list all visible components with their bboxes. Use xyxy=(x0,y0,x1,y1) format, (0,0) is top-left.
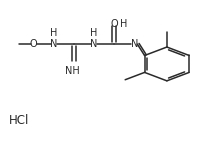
Text: H: H xyxy=(50,28,57,38)
Text: H: H xyxy=(120,19,127,29)
Text: N: N xyxy=(90,39,98,49)
Text: N: N xyxy=(131,39,138,49)
Text: O: O xyxy=(110,19,118,29)
Text: H: H xyxy=(90,28,98,38)
Text: NH: NH xyxy=(65,66,80,76)
Text: HCl: HCl xyxy=(9,114,29,127)
Text: N: N xyxy=(50,39,57,49)
Text: O: O xyxy=(30,39,37,49)
